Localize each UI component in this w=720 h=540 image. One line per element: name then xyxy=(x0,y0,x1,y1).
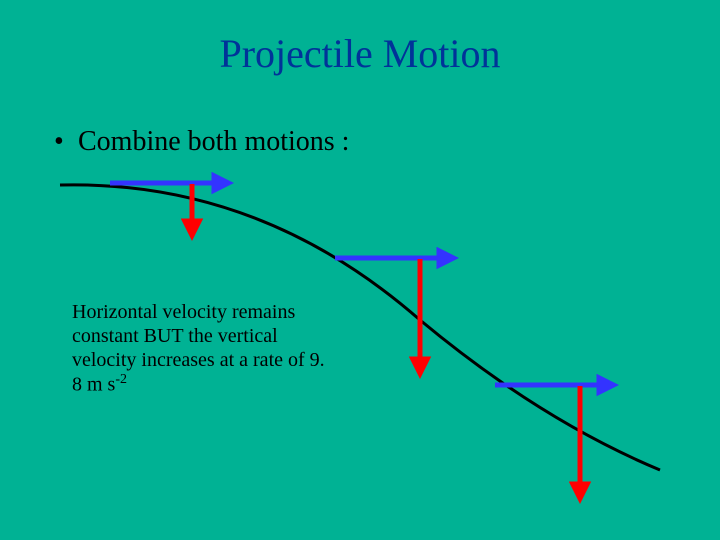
v-arrows xyxy=(192,184,580,495)
slide: Projectile Motion •Combine both motions … xyxy=(0,0,720,540)
h-arrows xyxy=(110,183,610,385)
projectile-diagram xyxy=(0,0,720,540)
trajectory-curve xyxy=(60,185,660,470)
